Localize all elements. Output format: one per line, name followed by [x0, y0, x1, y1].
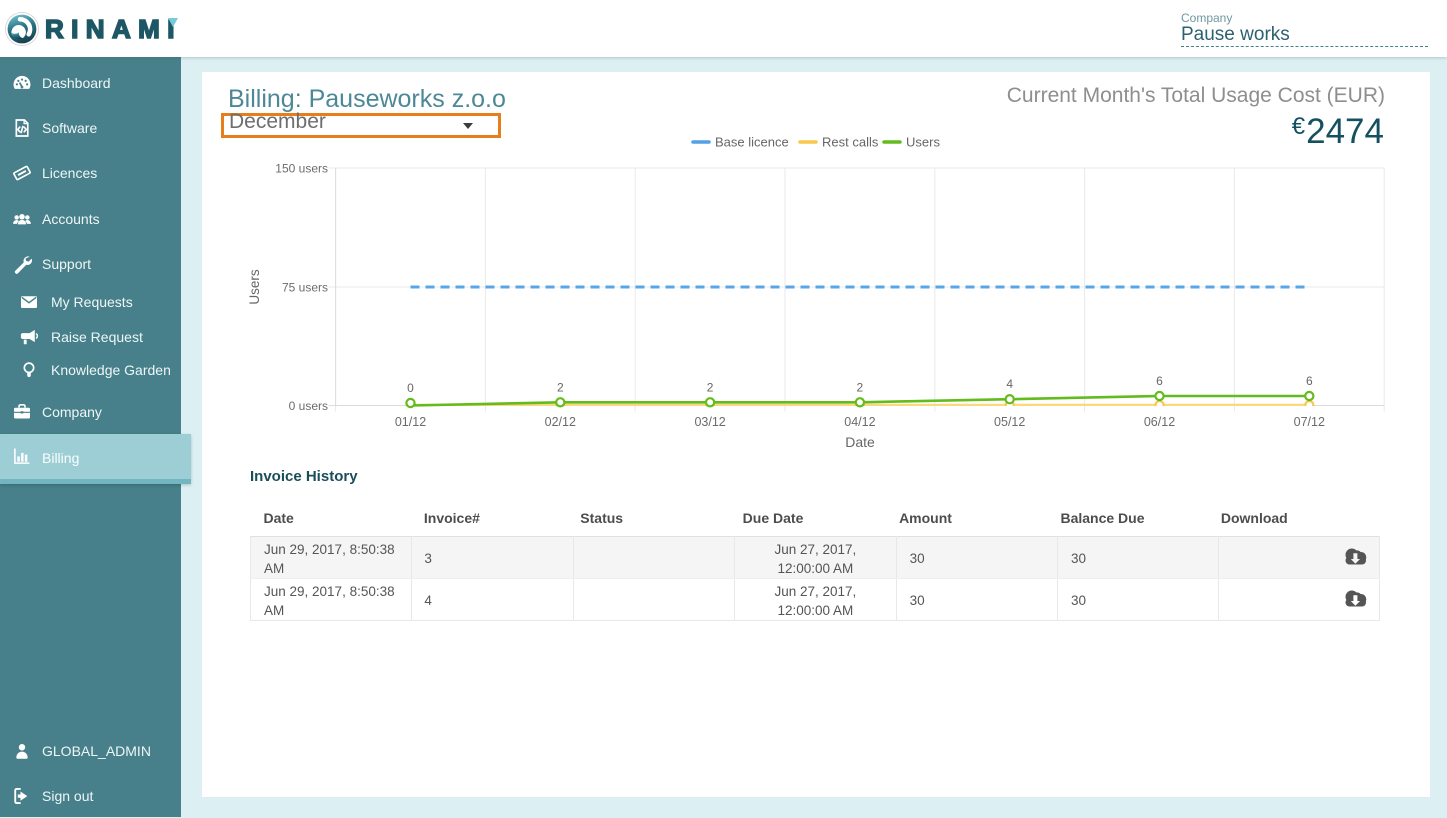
svg-text:Users: Users [247, 269, 262, 305]
svg-text:75 users: 75 users [282, 281, 328, 295]
svg-text:04/12: 04/12 [844, 415, 875, 429]
svg-text:2: 2 [557, 380, 564, 394]
svg-text:0 users: 0 users [289, 399, 328, 413]
svg-text:4: 4 [1006, 377, 1013, 391]
svg-text:03/12: 03/12 [694, 415, 725, 429]
svg-text:6: 6 [1306, 374, 1313, 388]
svg-text:Date: Date [845, 434, 875, 450]
svg-text:2: 2 [707, 380, 714, 394]
svg-text:Users: Users [906, 135, 940, 150]
svg-text:150 users: 150 users [275, 162, 328, 176]
svg-text:6: 6 [1156, 374, 1163, 388]
svg-text:2: 2 [857, 380, 864, 394]
svg-text:05/12: 05/12 [994, 415, 1025, 429]
svg-text:07/12: 07/12 [1294, 415, 1325, 429]
svg-text:02/12: 02/12 [545, 415, 576, 429]
svg-text:Base licence: Base licence [715, 135, 789, 150]
svg-text:Rest calls: Rest calls [822, 135, 879, 150]
svg-text:01/12: 01/12 [395, 415, 426, 429]
svg-text:0: 0 [407, 381, 414, 395]
svg-text:06/12: 06/12 [1144, 415, 1175, 429]
